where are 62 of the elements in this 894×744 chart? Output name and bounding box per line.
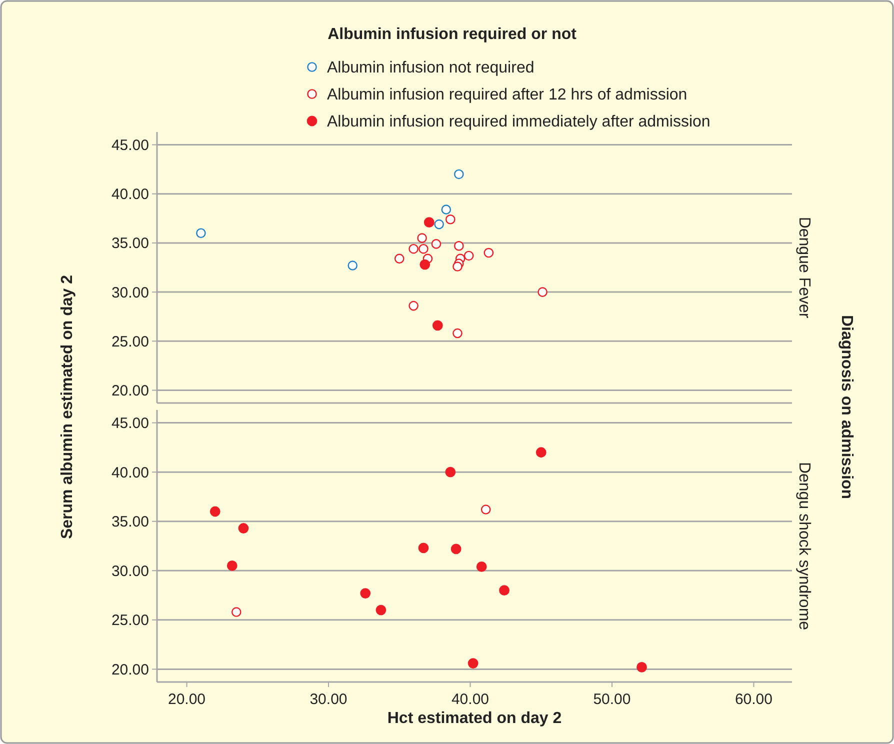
y-tick-label: 40.00 — [111, 186, 149, 204]
text: Dengu shock syndrome — [795, 462, 812, 630]
point — [418, 542, 429, 554]
y-axis-title: Serum albumin estimated on day 2 — [59, 274, 76, 540]
point — [480, 504, 491, 514]
point — [468, 658, 478, 668]
point — [431, 239, 442, 249]
point — [538, 287, 548, 297]
y-tick-label: 20.00 — [111, 661, 149, 678]
y-tick-label: 45.00 — [111, 415, 149, 432]
y-tick-label: 35.00 — [111, 514, 149, 531]
x-tick-label: 50.00 — [593, 691, 631, 708]
x-axis-title: Hct estimated on day 2 — [387, 710, 562, 727]
point — [445, 466, 456, 478]
y-tick-label: 30.00 — [111, 562, 149, 580]
x-tick-label: 40.00 — [451, 691, 490, 708]
point — [376, 604, 386, 616]
point — [418, 244, 428, 254]
point — [434, 219, 444, 230]
point — [484, 248, 494, 258]
x-tick-label: 30.00 — [310, 691, 348, 708]
y-tick-label: 20.00 — [111, 382, 149, 400]
point — [454, 169, 464, 180]
point — [226, 560, 238, 571]
x-tick-label: 20.00 — [168, 691, 206, 708]
point — [210, 506, 220, 517]
point — [394, 254, 404, 264]
point — [432, 320, 443, 331]
point — [360, 588, 371, 599]
point — [536, 447, 546, 458]
text: Dengue Fever — [795, 216, 812, 319]
legend-label: Albumin infusion required immediately after admission — [327, 114, 710, 131]
point — [238, 523, 249, 534]
y-tick-label: 35.00 — [111, 235, 149, 252]
point — [464, 250, 474, 261]
point — [450, 544, 462, 554]
text: Diagnosis on admission — [838, 314, 855, 500]
y-tick-label: 40.00 — [111, 464, 149, 482]
point — [452, 328, 462, 338]
x-tick-label: 60.00 — [734, 691, 773, 708]
point — [454, 241, 464, 251]
point — [636, 662, 647, 672]
point — [424, 217, 434, 228]
point — [441, 204, 452, 214]
legend-label: Albumin infusion not required — [327, 60, 534, 77]
point — [499, 585, 510, 596]
legend-label: Albumin infusion required after 12 hrs of admission — [327, 86, 688, 104]
point — [476, 561, 487, 572]
y-tick-label: 45.00 — [111, 137, 149, 154]
y-tick-label: 25.00 — [111, 612, 149, 630]
point — [196, 228, 206, 238]
legend-title: Albumin infusion required or not — [328, 26, 578, 43]
point — [231, 607, 242, 617]
y-tick-label: 30.00 — [111, 284, 149, 302]
point — [408, 244, 418, 254]
point — [446, 214, 456, 224]
point — [452, 262, 462, 272]
point — [408, 300, 418, 311]
point — [420, 259, 430, 270]
y-tick-label: 25.00 — [111, 333, 149, 350]
point — [348, 260, 358, 270]
point — [417, 233, 427, 243]
